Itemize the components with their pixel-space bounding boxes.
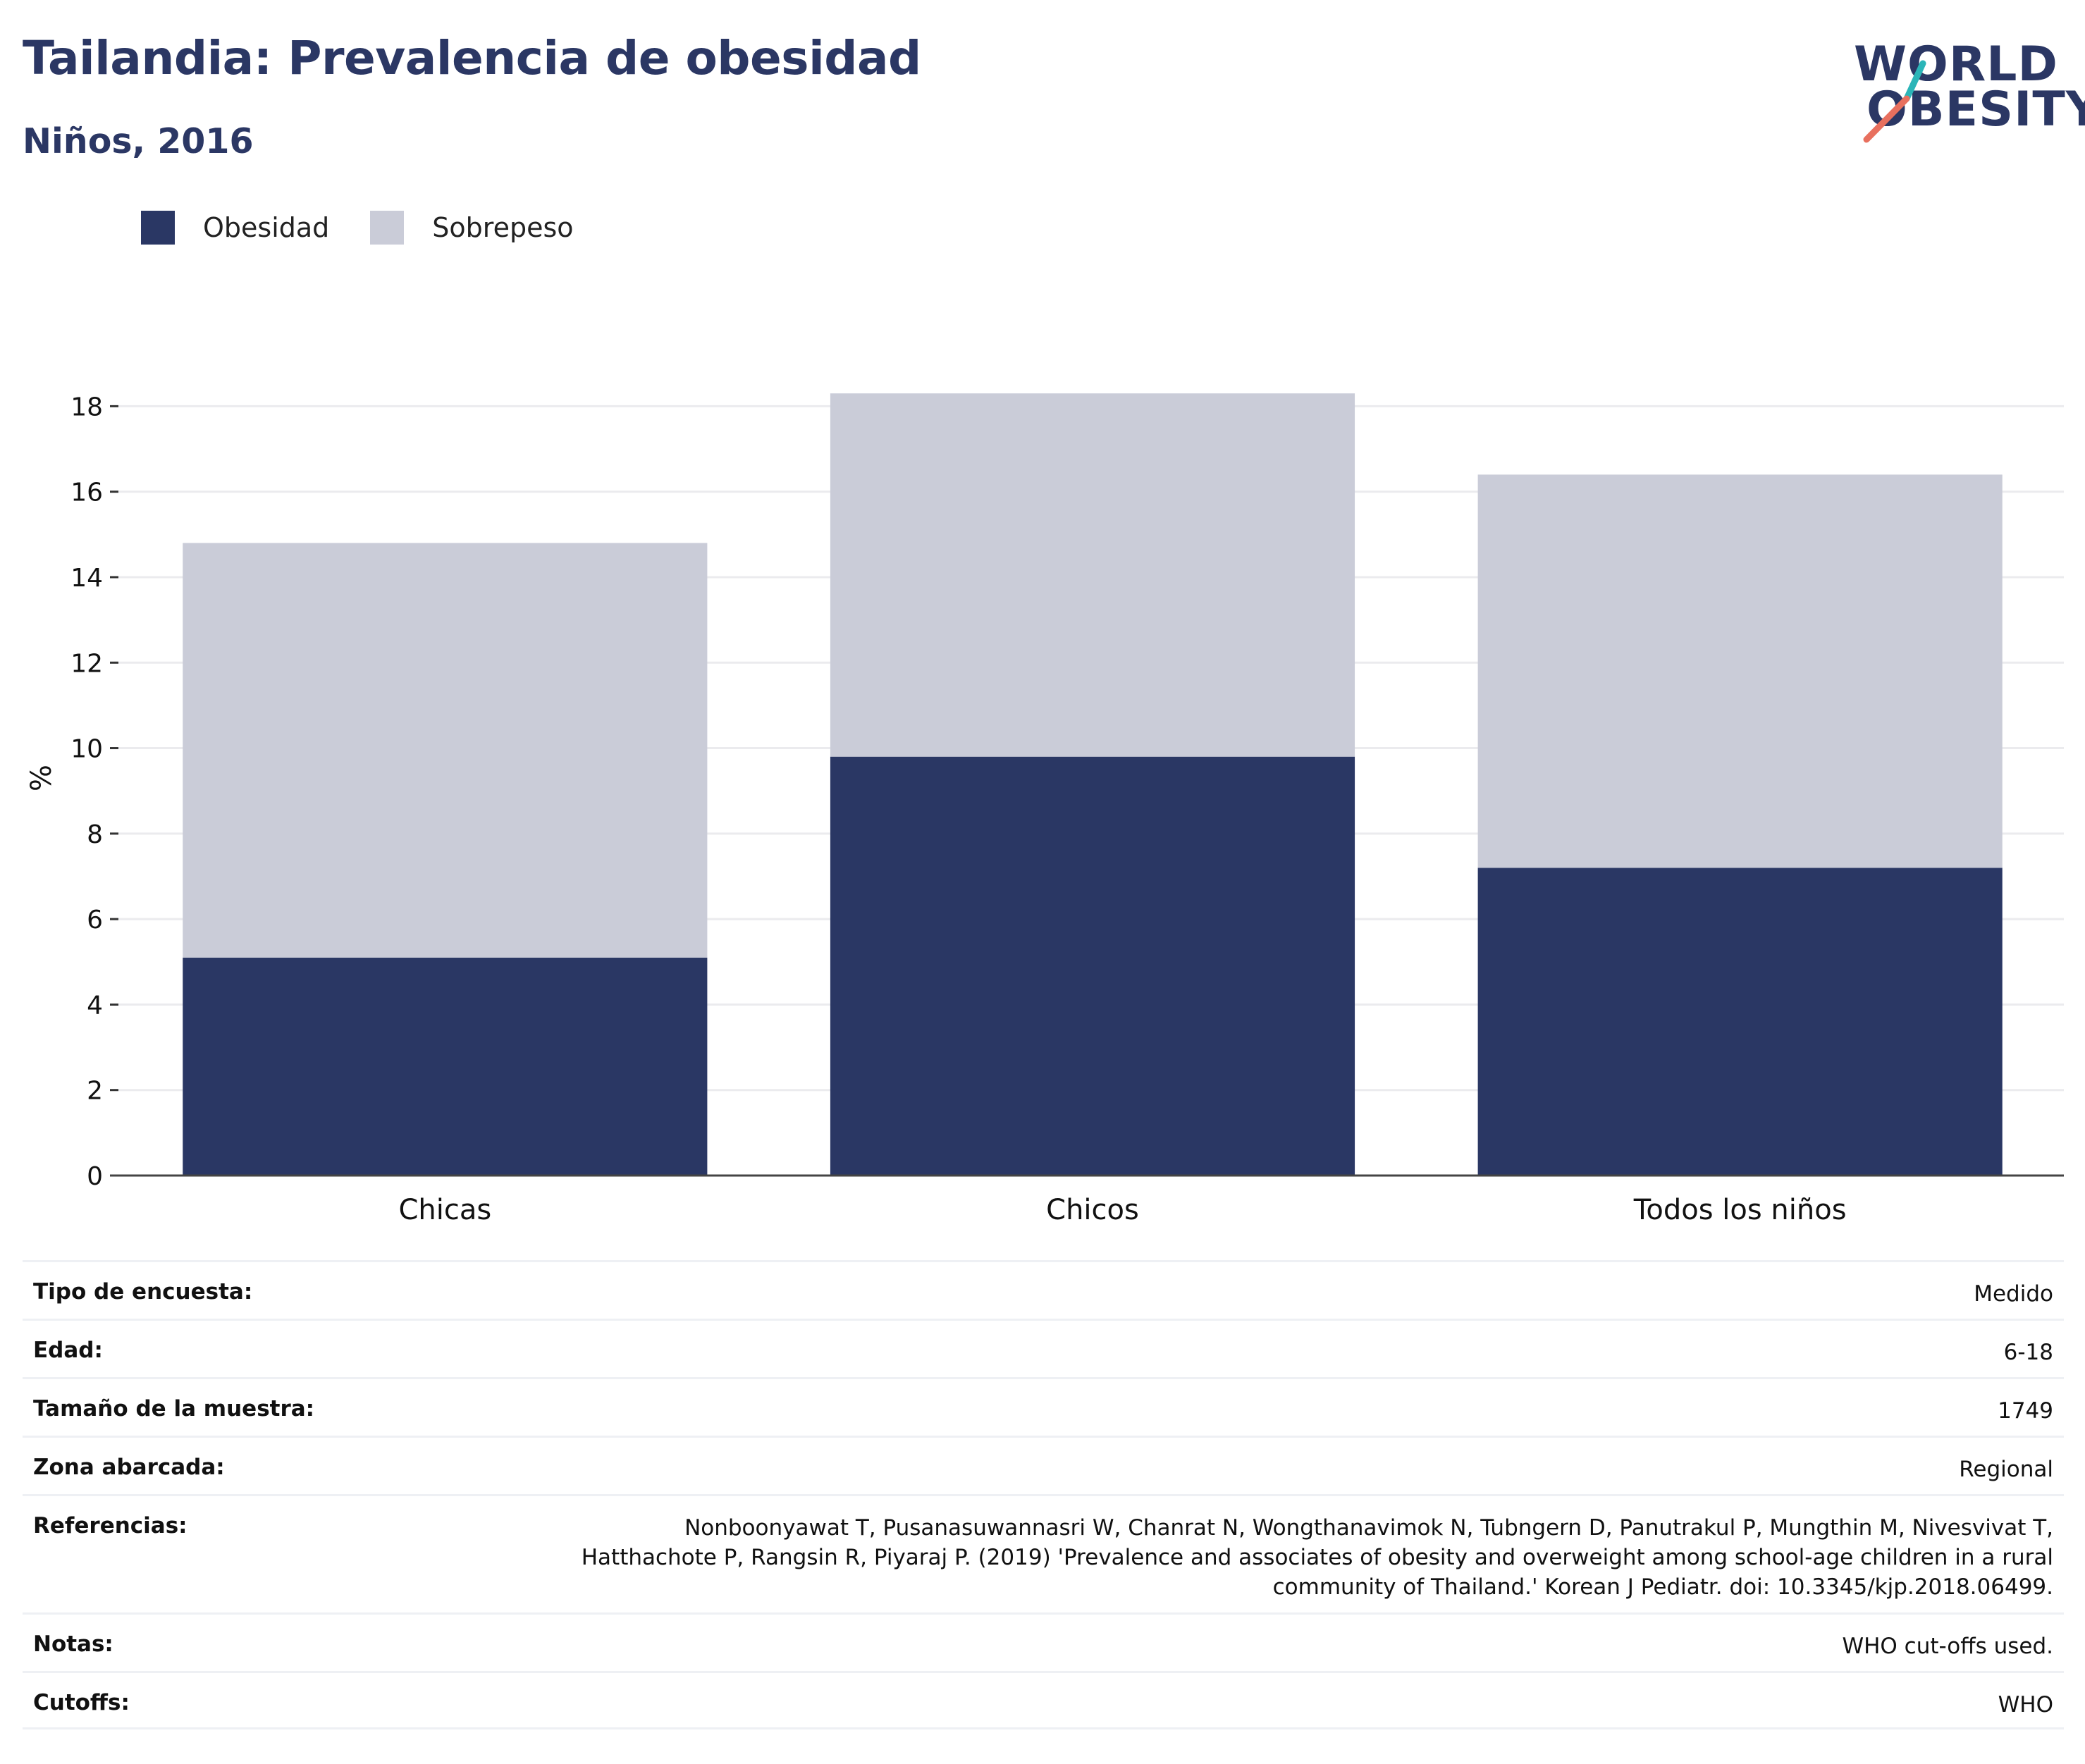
- legend-item-sobrepeso[interactable]: Sobrepeso: [370, 211, 574, 245]
- stacked-bar-chart: 0 2 4 6 8 10 12 14 16 18% Chicas Chicos Todos los ni…: [25, 393, 2064, 1226]
- x-tick-label-0: Chicas: [398, 1194, 491, 1226]
- bar-sobrepeso-chicos: [830, 393, 1355, 757]
- info-row-label: Notas:: [33, 1632, 113, 1657]
- chart-subtitle: Niños, 2016: [23, 121, 254, 161]
- info-row-label: Edad:: [33, 1338, 103, 1363]
- info-row-value: Nonboonyawat T, Pusanasuwannasri W, Chan…: [581, 1515, 2053, 1600]
- bar-obesidad-chicos: [830, 756, 1355, 1176]
- legend-swatch-sobrepeso: [370, 211, 405, 245]
- info-row: Zona abarcada: Regional: [23, 1436, 2064, 1494]
- y-tick-label-12: 12: [70, 649, 103, 678]
- legend-label-obesidad: Obesidad: [203, 212, 330, 243]
- y-tick-label-14: 14: [70, 564, 103, 593]
- y-axis-label: %: [25, 765, 58, 791]
- info-row-label: Referencias:: [33, 1513, 187, 1538]
- info-row-label: Tamaño de la muestra:: [33, 1396, 315, 1421]
- bar-obesidad-todos-los-nios: [1477, 868, 2003, 1176]
- bar-sobrepeso-todos-los-nios: [1477, 474, 2003, 868]
- info-row: Cutoffs: WHO: [23, 1671, 2064, 1729]
- info-row-value: WHO: [1998, 1692, 2053, 1717]
- legend-label-sobrepeso: Sobrepeso: [432, 212, 574, 243]
- legend-swatch-obesidad: [141, 211, 175, 245]
- info-row: Edad: 6-18: [23, 1319, 2064, 1377]
- bar-obesidad-chicas: [183, 957, 708, 1176]
- y-tick-label-10: 10: [70, 735, 103, 764]
- logo-text-obesity: OBESITY: [1866, 82, 2085, 137]
- info-row: Referencias: Nonboonyawat T, Pusanasuwann…: [23, 1494, 2064, 1612]
- info-row: Notas: WHO cut-offs used.: [23, 1612, 2064, 1671]
- info-row: Tamaño de la muestra: 1749: [23, 1377, 2064, 1436]
- info-row-value: 1749: [1998, 1398, 2053, 1424]
- y-tick-label-18: 18: [70, 393, 103, 421]
- y-tick-label-8: 8: [87, 820, 103, 849]
- info-row-value: Regional: [1959, 1457, 2053, 1482]
- info-row-value: 6-18: [2003, 1340, 2053, 1365]
- logo-text-world: WORLD: [1854, 37, 2058, 92]
- info-row: Tipo de encuesta: Medido: [23, 1260, 2064, 1319]
- info-row-label: Cutoffs:: [33, 1690, 130, 1715]
- y-tick-label-16: 16: [70, 479, 103, 507]
- info-row-value: Medido: [1974, 1281, 2053, 1307]
- y-tick-label-0: 0: [87, 1162, 103, 1191]
- x-tick-label-2: Todos los niños: [1633, 1194, 1847, 1226]
- logo-slash-icon: [1863, 60, 1926, 143]
- x-tick-label-1: Chicos: [1046, 1194, 1139, 1226]
- bar-sobrepeso-chicas: [183, 543, 708, 958]
- chart-title: Tailandia: Prevalencia de obesidad: [23, 31, 921, 85]
- survey-info-table: Tipo de encuesta: Medido Edad: 6-18 Tamaño d…: [23, 1260, 2064, 1729]
- chart-legend: Obesidad Sobrepeso: [141, 210, 615, 245]
- y-tick-label-6: 6: [87, 906, 103, 935]
- info-row-label: Zona abarcada:: [33, 1455, 225, 1480]
- legend-item-obesidad[interactable]: Obesidad: [141, 211, 329, 245]
- world-obesity-logo: WORLD OBESITY: [1833, 20, 2085, 154]
- y-tick-label-2: 2: [87, 1077, 103, 1106]
- info-row-label: Tipo de encuesta:: [33, 1279, 253, 1305]
- info-row-value: WHO cut-offs used.: [1842, 1634, 2053, 1659]
- y-tick-label-4: 4: [87, 991, 103, 1020]
